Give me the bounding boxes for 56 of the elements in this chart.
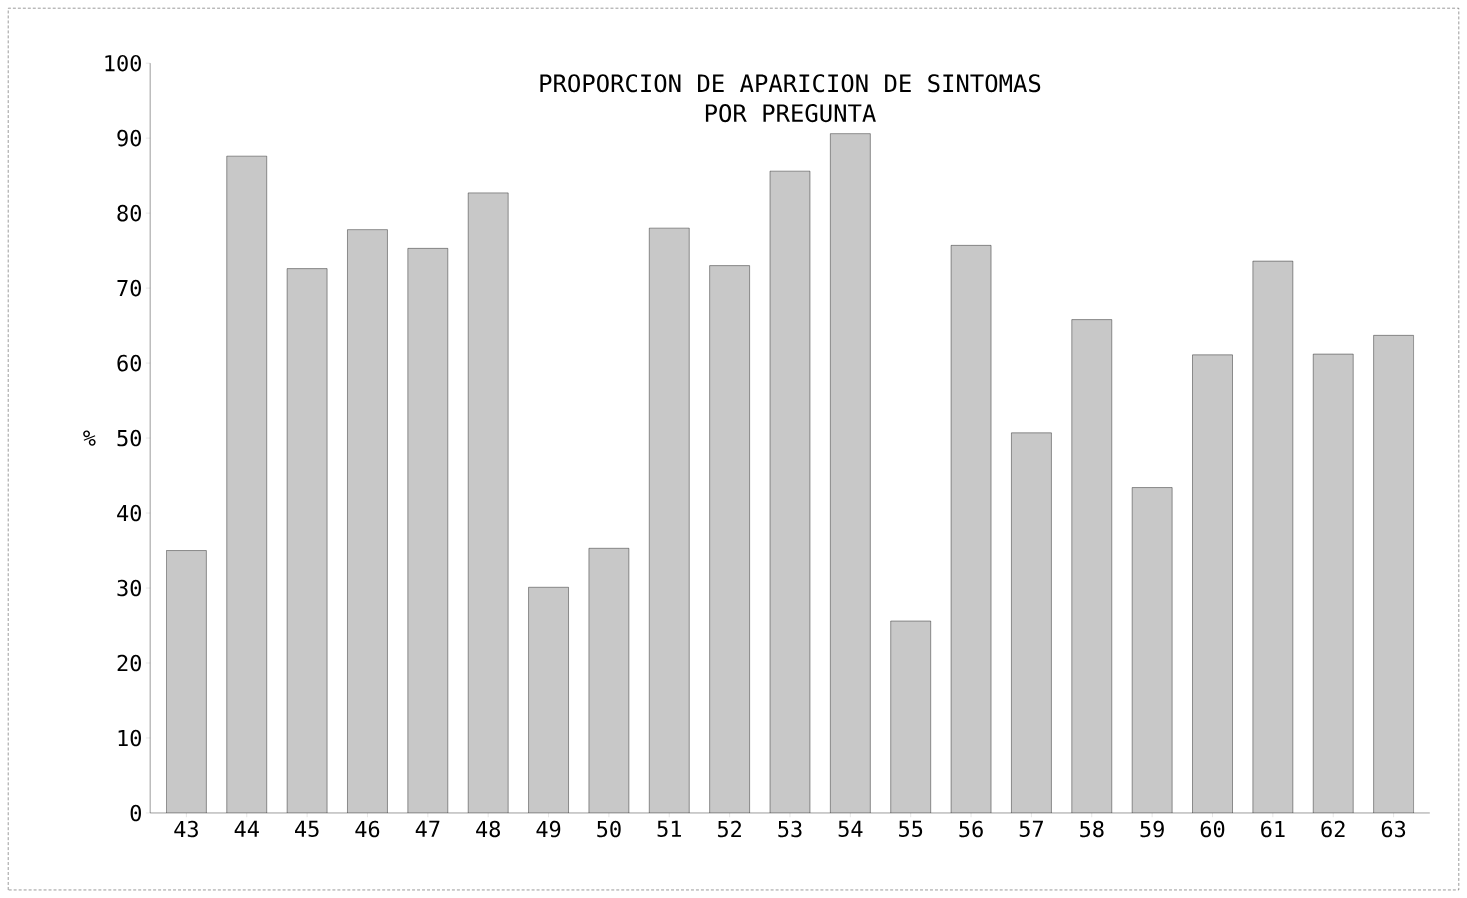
y-tick-label: 30 [117,579,141,597]
x-tick-label: 51 [657,820,681,837]
x-tick-label: 47 [415,820,440,837]
bar [1252,261,1293,813]
x-tick-label: 59 [1140,820,1164,838]
chart-title: PROPORCION DE APARICION DE SINTOMAS [540,74,1041,93]
bar [1313,354,1354,813]
x-tick-label: 54 [838,820,863,837]
y-tick-label: 50 [117,429,141,447]
y-tick-label: 60 [117,354,141,372]
x-tick-label: 58 [1080,820,1104,838]
bar [468,192,509,813]
bar [890,620,931,813]
bar [166,550,207,813]
bar [709,265,750,813]
bar [769,171,810,813]
x-tick-label: 43 [174,820,198,838]
y-tick-label: 70 [117,279,141,297]
x-tick-label: 49 [536,820,561,838]
bar [1192,354,1233,813]
x-tick-label: 56 [959,820,983,838]
x-tick-label: 46 [355,820,380,838]
y-axis-title: % [83,430,96,446]
bar [287,268,328,813]
y-tick-label: 90 [117,129,141,147]
x-tick-label: 45 [295,820,319,837]
x-tick-label: 61 [1261,820,1285,838]
bar [951,245,992,813]
x-tick-label: 60 [1200,820,1225,838]
x-tick-label: 57 [1019,820,1043,837]
bar [830,133,871,813]
bar [1071,319,1112,813]
bar [1132,487,1173,813]
bar [1011,432,1052,813]
y-tick-label: 10 [118,729,141,747]
bar [649,228,690,813]
x-tick-label: 63 [1381,820,1406,838]
bar [528,587,569,813]
x-tick-label: 53 [778,820,802,838]
text: POR PREGUNTA [705,104,876,123]
x-tick-label: 52 [717,820,741,838]
bar [407,248,448,813]
bar [347,229,388,813]
y-tick-label: 0 [130,804,141,822]
y-tick-label: 80 [117,204,141,222]
y-tick-label: 20 [117,654,141,672]
bar [1373,335,1414,813]
bar [588,548,629,813]
x-tick-label: 55 [899,820,923,837]
bar [226,156,267,813]
y-tick-label: 100 [105,54,141,72]
x-tick-label: 50 [597,820,621,838]
y-tick-label: 40 [117,504,141,522]
x-tick-label: 48 [476,820,500,838]
x-tick-label: 62 [1321,820,1345,838]
x-tick-label: 44 [234,820,259,837]
